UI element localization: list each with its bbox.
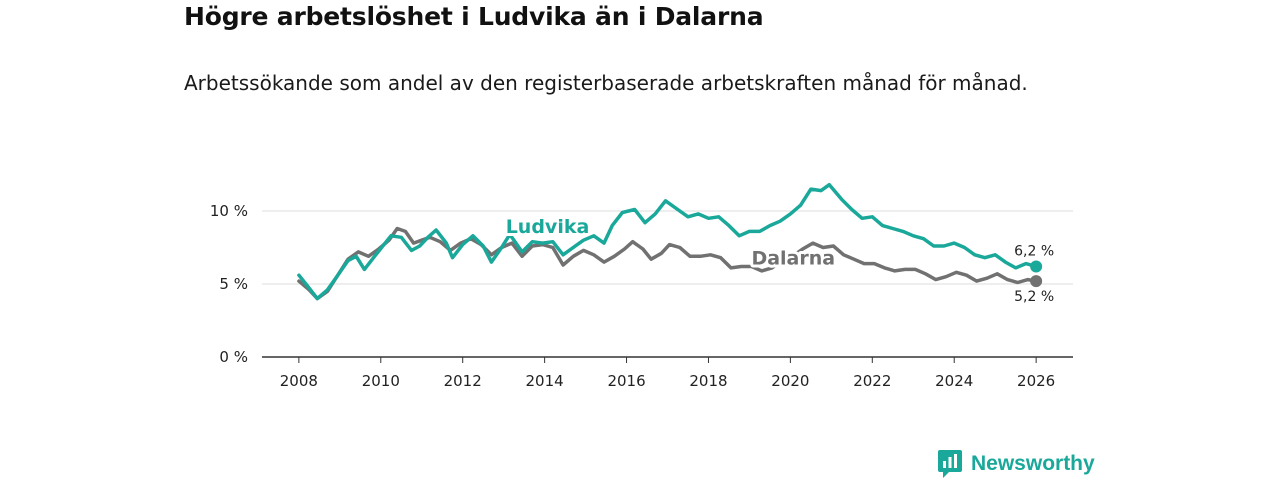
series-label-dalarna-halo: Dalarna [751,247,835,269]
series-lines [297,182,1043,301]
end-point-dalarna [1030,275,1043,288]
x-tick-label: 2008 [280,372,318,390]
y-tick-label: 5 % [219,275,248,293]
series-label-dalarna: Dalarna [751,247,835,269]
series-line-ludvika [297,182,1038,301]
series-label-ludvika-halo: Ludvika [506,216,590,238]
x-tick-label: 2020 [771,372,809,390]
x-tick-label: 2010 [362,372,400,390]
end-label-dalarna: 5,2 % [1014,289,1054,305]
y-tick-label: 10 % [210,202,248,220]
x-tick-label: 2022 [853,372,891,390]
chart-subtitle: Arbetssökande som andel av den registerb… [184,71,1028,95]
chart-title: Högre arbetslöshet i Ludvika än i Dalarn… [184,2,764,31]
end-label-ludvika: 6,2 % [1014,243,1054,259]
x-tick-label: 2026 [1017,372,1055,390]
end-point-ludvika [1030,260,1043,273]
newsworthy-brand[interactable]: Newsworthy [937,448,1095,480]
axes: 0 % 5 % 10 % 2008 2010 2012 2014 2016 2018 2020 20… [210,202,1073,390]
x-tick-label: 2018 [689,372,727,390]
x-tick-label: 2012 [444,372,482,390]
series-line-dalarna [297,226,1038,301]
series-label-ludvika: Ludvika [506,216,590,238]
brand-name: Newsworthy [971,452,1095,475]
newsworthy-logo-icon [938,450,962,478]
y-tick-label: 0 % [219,348,248,366]
x-tick-label: 2014 [526,372,564,390]
gridlines [262,210,1073,285]
x-tick-label: 2016 [607,372,645,390]
x-tick-label: 2024 [935,372,973,390]
